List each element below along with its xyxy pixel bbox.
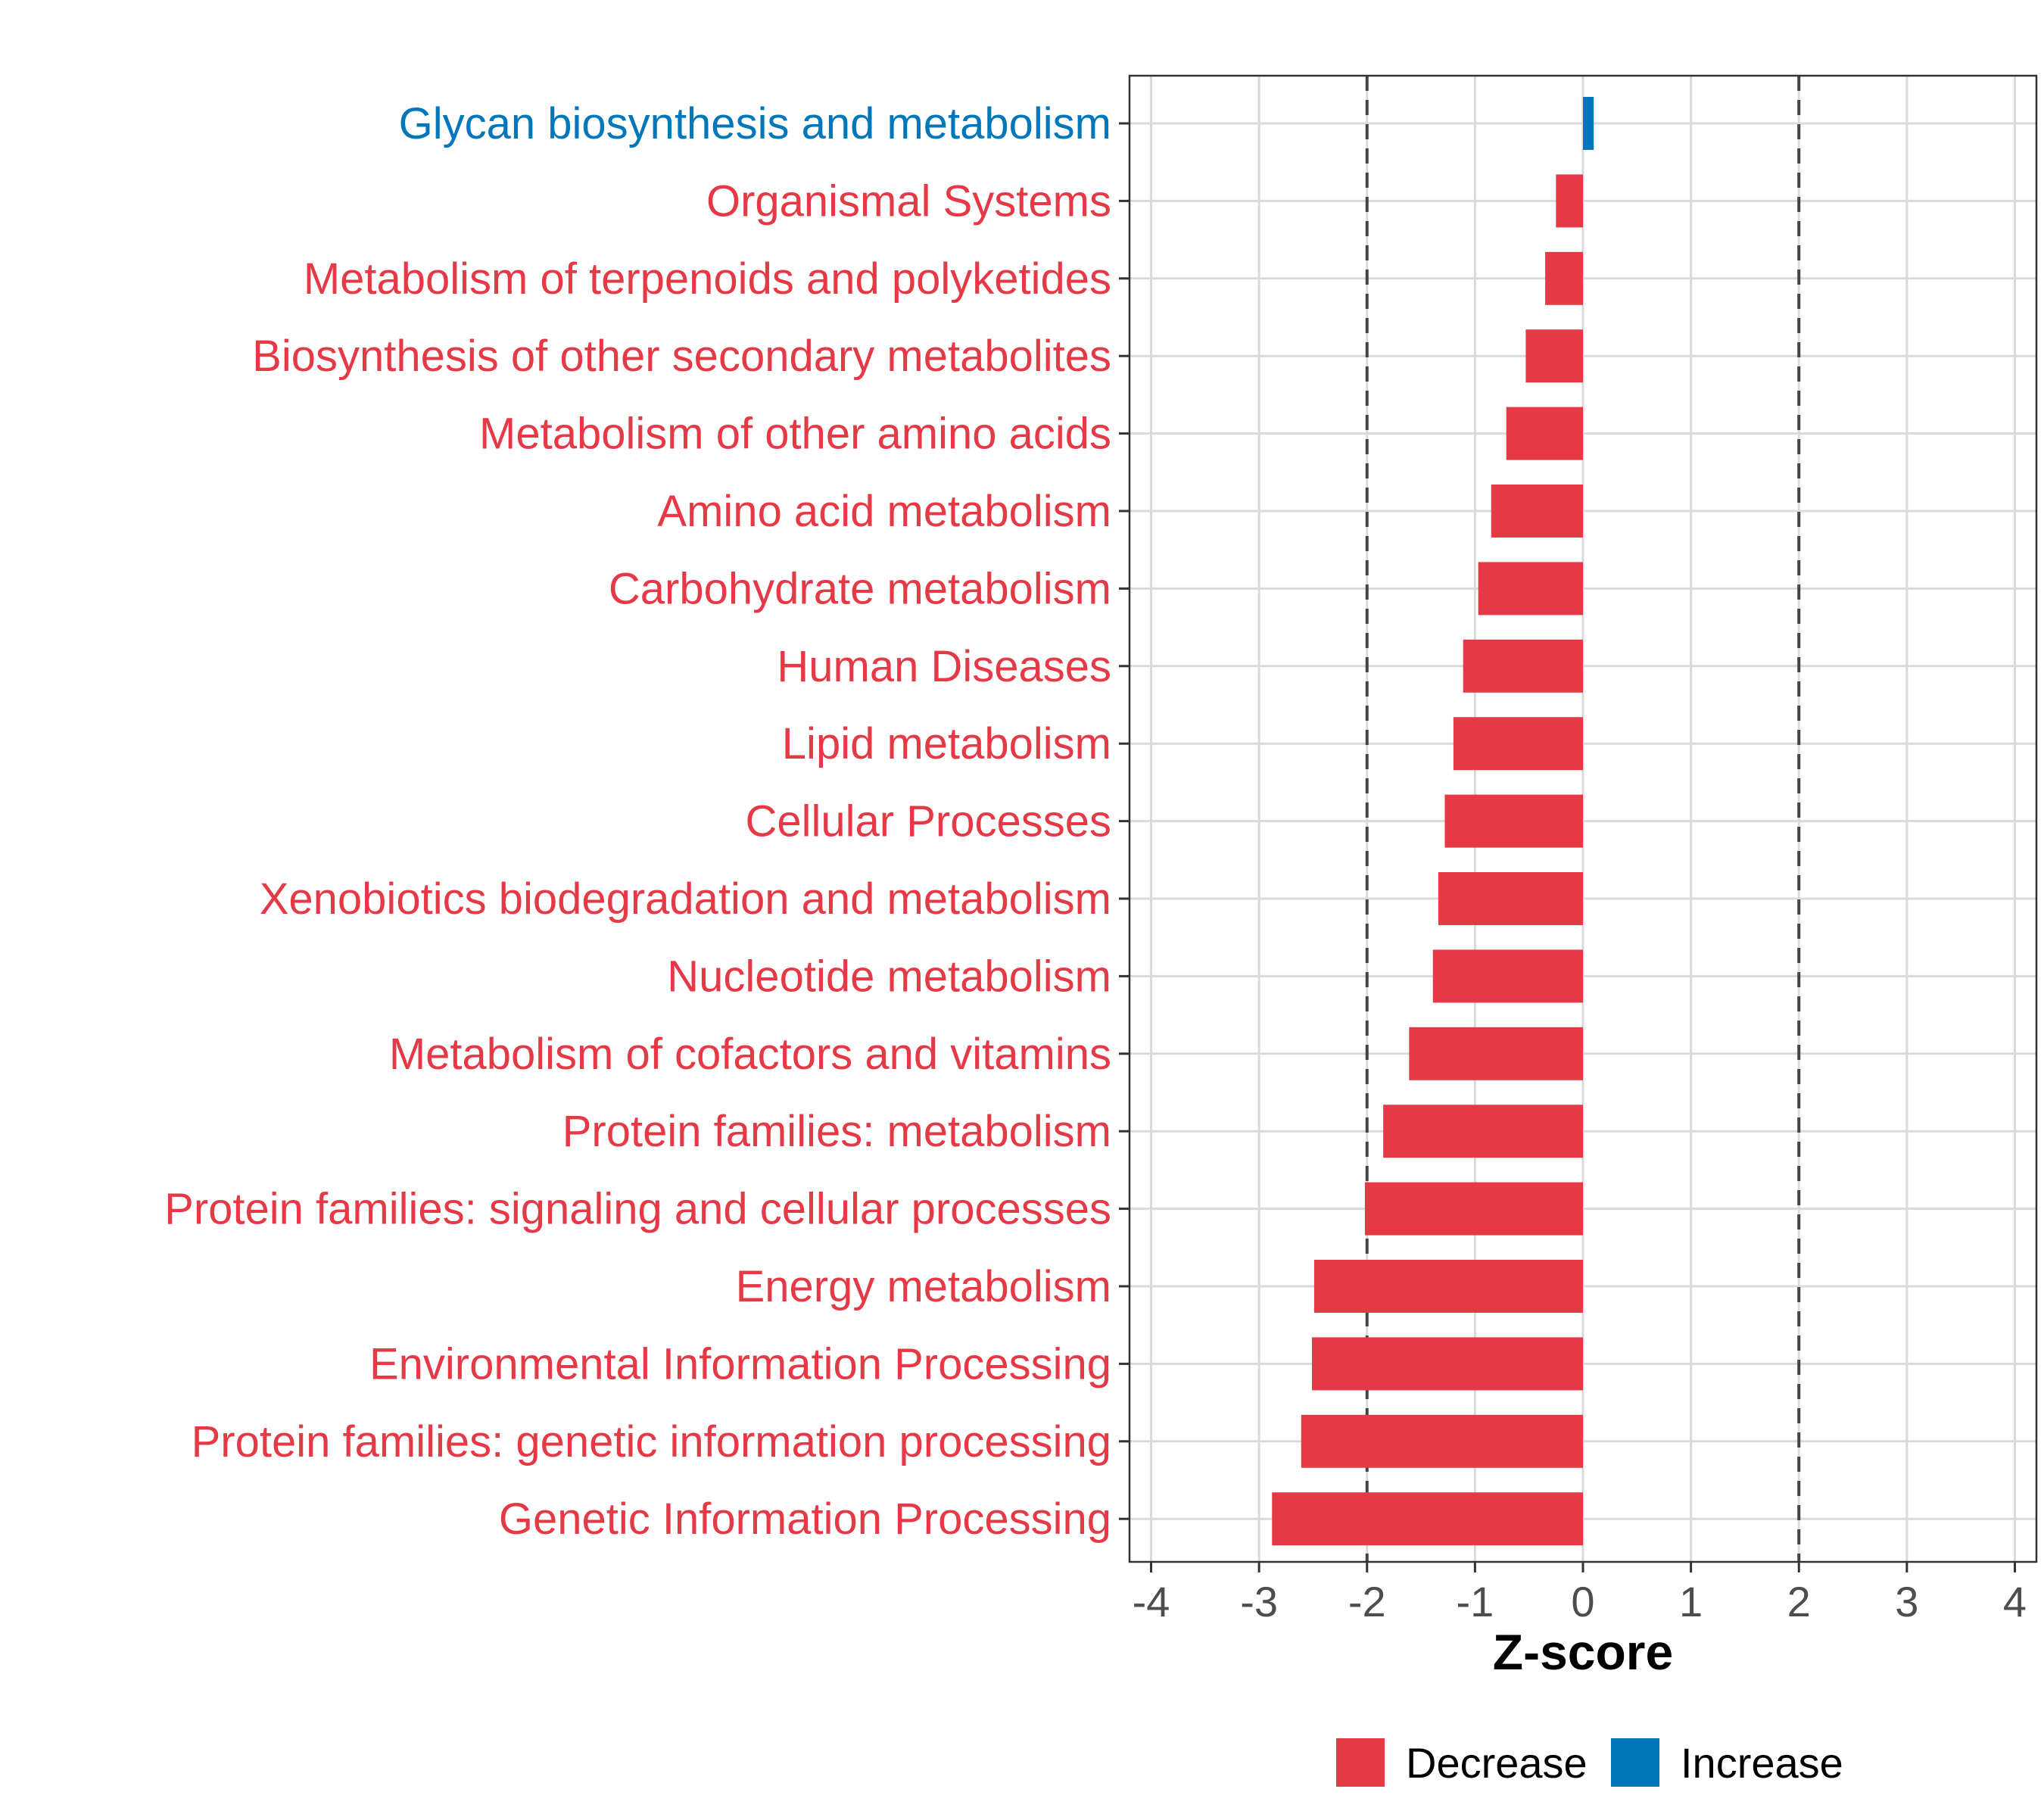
x-tick-label: 1 <box>1679 1578 1703 1625</box>
category-label: Metabolism of terpenoids and polyketides <box>304 254 1111 304</box>
bar <box>1364 1182 1583 1236</box>
x-tick-label: 0 <box>1571 1578 1594 1625</box>
category-label: Nucleotide metabolism <box>667 952 1111 1001</box>
bars <box>1272 97 1594 1546</box>
category-label: Metabolism of other amino acids <box>479 410 1111 459</box>
legend-swatch <box>1336 1738 1385 1787</box>
x-tick-label: -1 <box>1456 1578 1494 1625</box>
x-axis-ticks: -4 -3 -2 -1 0 1 2 3 4 <box>1133 1562 2027 1625</box>
category-label: Cellular Processes <box>745 797 1111 846</box>
category-label: Protein families: genetic information pr… <box>192 1417 1111 1466</box>
category-label: Energy metabolism <box>736 1262 1111 1311</box>
category-label: Genetic Information Processing <box>499 1494 1111 1544</box>
category-label: Protein families: signaling and cellular… <box>164 1185 1111 1234</box>
bar <box>1383 1105 1583 1158</box>
x-tick-label: -3 <box>1240 1578 1278 1625</box>
x-tick-label: 4 <box>2003 1578 2027 1625</box>
category-label: Carbohydrate metabolism <box>609 564 1111 613</box>
x-tick-label: -4 <box>1133 1578 1170 1625</box>
bar <box>1545 251 1583 305</box>
y-axis-ticks: Glycan biosynthesis and metabolism Organi… <box>164 99 1129 1544</box>
category-label: Glycan biosynthesis and metabolism <box>399 99 1111 148</box>
bar <box>1301 1414 1583 1468</box>
bar <box>1556 174 1583 228</box>
bar <box>1478 562 1583 616</box>
bar <box>1453 717 1583 771</box>
legend-label: Increase <box>1681 1739 1843 1787</box>
bar <box>1463 639 1583 693</box>
bar <box>1432 949 1583 1003</box>
legend: Decrease Increase <box>1336 1738 1843 1787</box>
bar <box>1272 1492 1583 1546</box>
bar <box>1438 872 1583 925</box>
category-label: Protein families: metabolism <box>562 1107 1111 1156</box>
category-label: Biosynthesis of other secondary metaboli… <box>252 332 1111 381</box>
bar <box>1444 794 1583 848</box>
bar <box>1409 1027 1583 1080</box>
category-label: Human Diseases <box>777 642 1111 691</box>
x-tick-label: 2 <box>1787 1578 1811 1625</box>
category-label: Metabolism of cofactors and vitamins <box>389 1030 1111 1079</box>
x-axis-title: Z-score <box>1493 1624 1673 1680</box>
category-label: Lipid metabolism <box>782 719 1111 768</box>
legend-swatch <box>1611 1738 1659 1787</box>
x-tick-label: -2 <box>1348 1578 1386 1625</box>
bar <box>1313 1260 1583 1313</box>
bar <box>1506 407 1583 460</box>
category-label: Organismal Systems <box>706 176 1111 226</box>
bar <box>1312 1337 1583 1391</box>
bar <box>1525 329 1583 383</box>
legend-label: Decrease <box>1406 1739 1588 1787</box>
bar <box>1491 485 1583 538</box>
reference-lines <box>1365 76 1801 1562</box>
category-label: Amino acid metabolism <box>657 487 1111 536</box>
bar <box>1583 97 1594 150</box>
x-tick-label: 3 <box>1895 1578 1918 1625</box>
category-label: Xenobiotics biodegradation and metabolis… <box>260 874 1111 924</box>
category-label: Environmental Information Processing <box>369 1339 1111 1388</box>
